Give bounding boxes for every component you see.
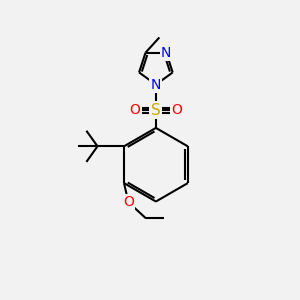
Text: N: N — [161, 46, 172, 60]
Text: N: N — [151, 78, 161, 92]
Text: O: O — [123, 195, 134, 209]
Text: O: O — [172, 103, 182, 117]
Text: O: O — [129, 103, 140, 117]
Text: S: S — [151, 103, 161, 118]
